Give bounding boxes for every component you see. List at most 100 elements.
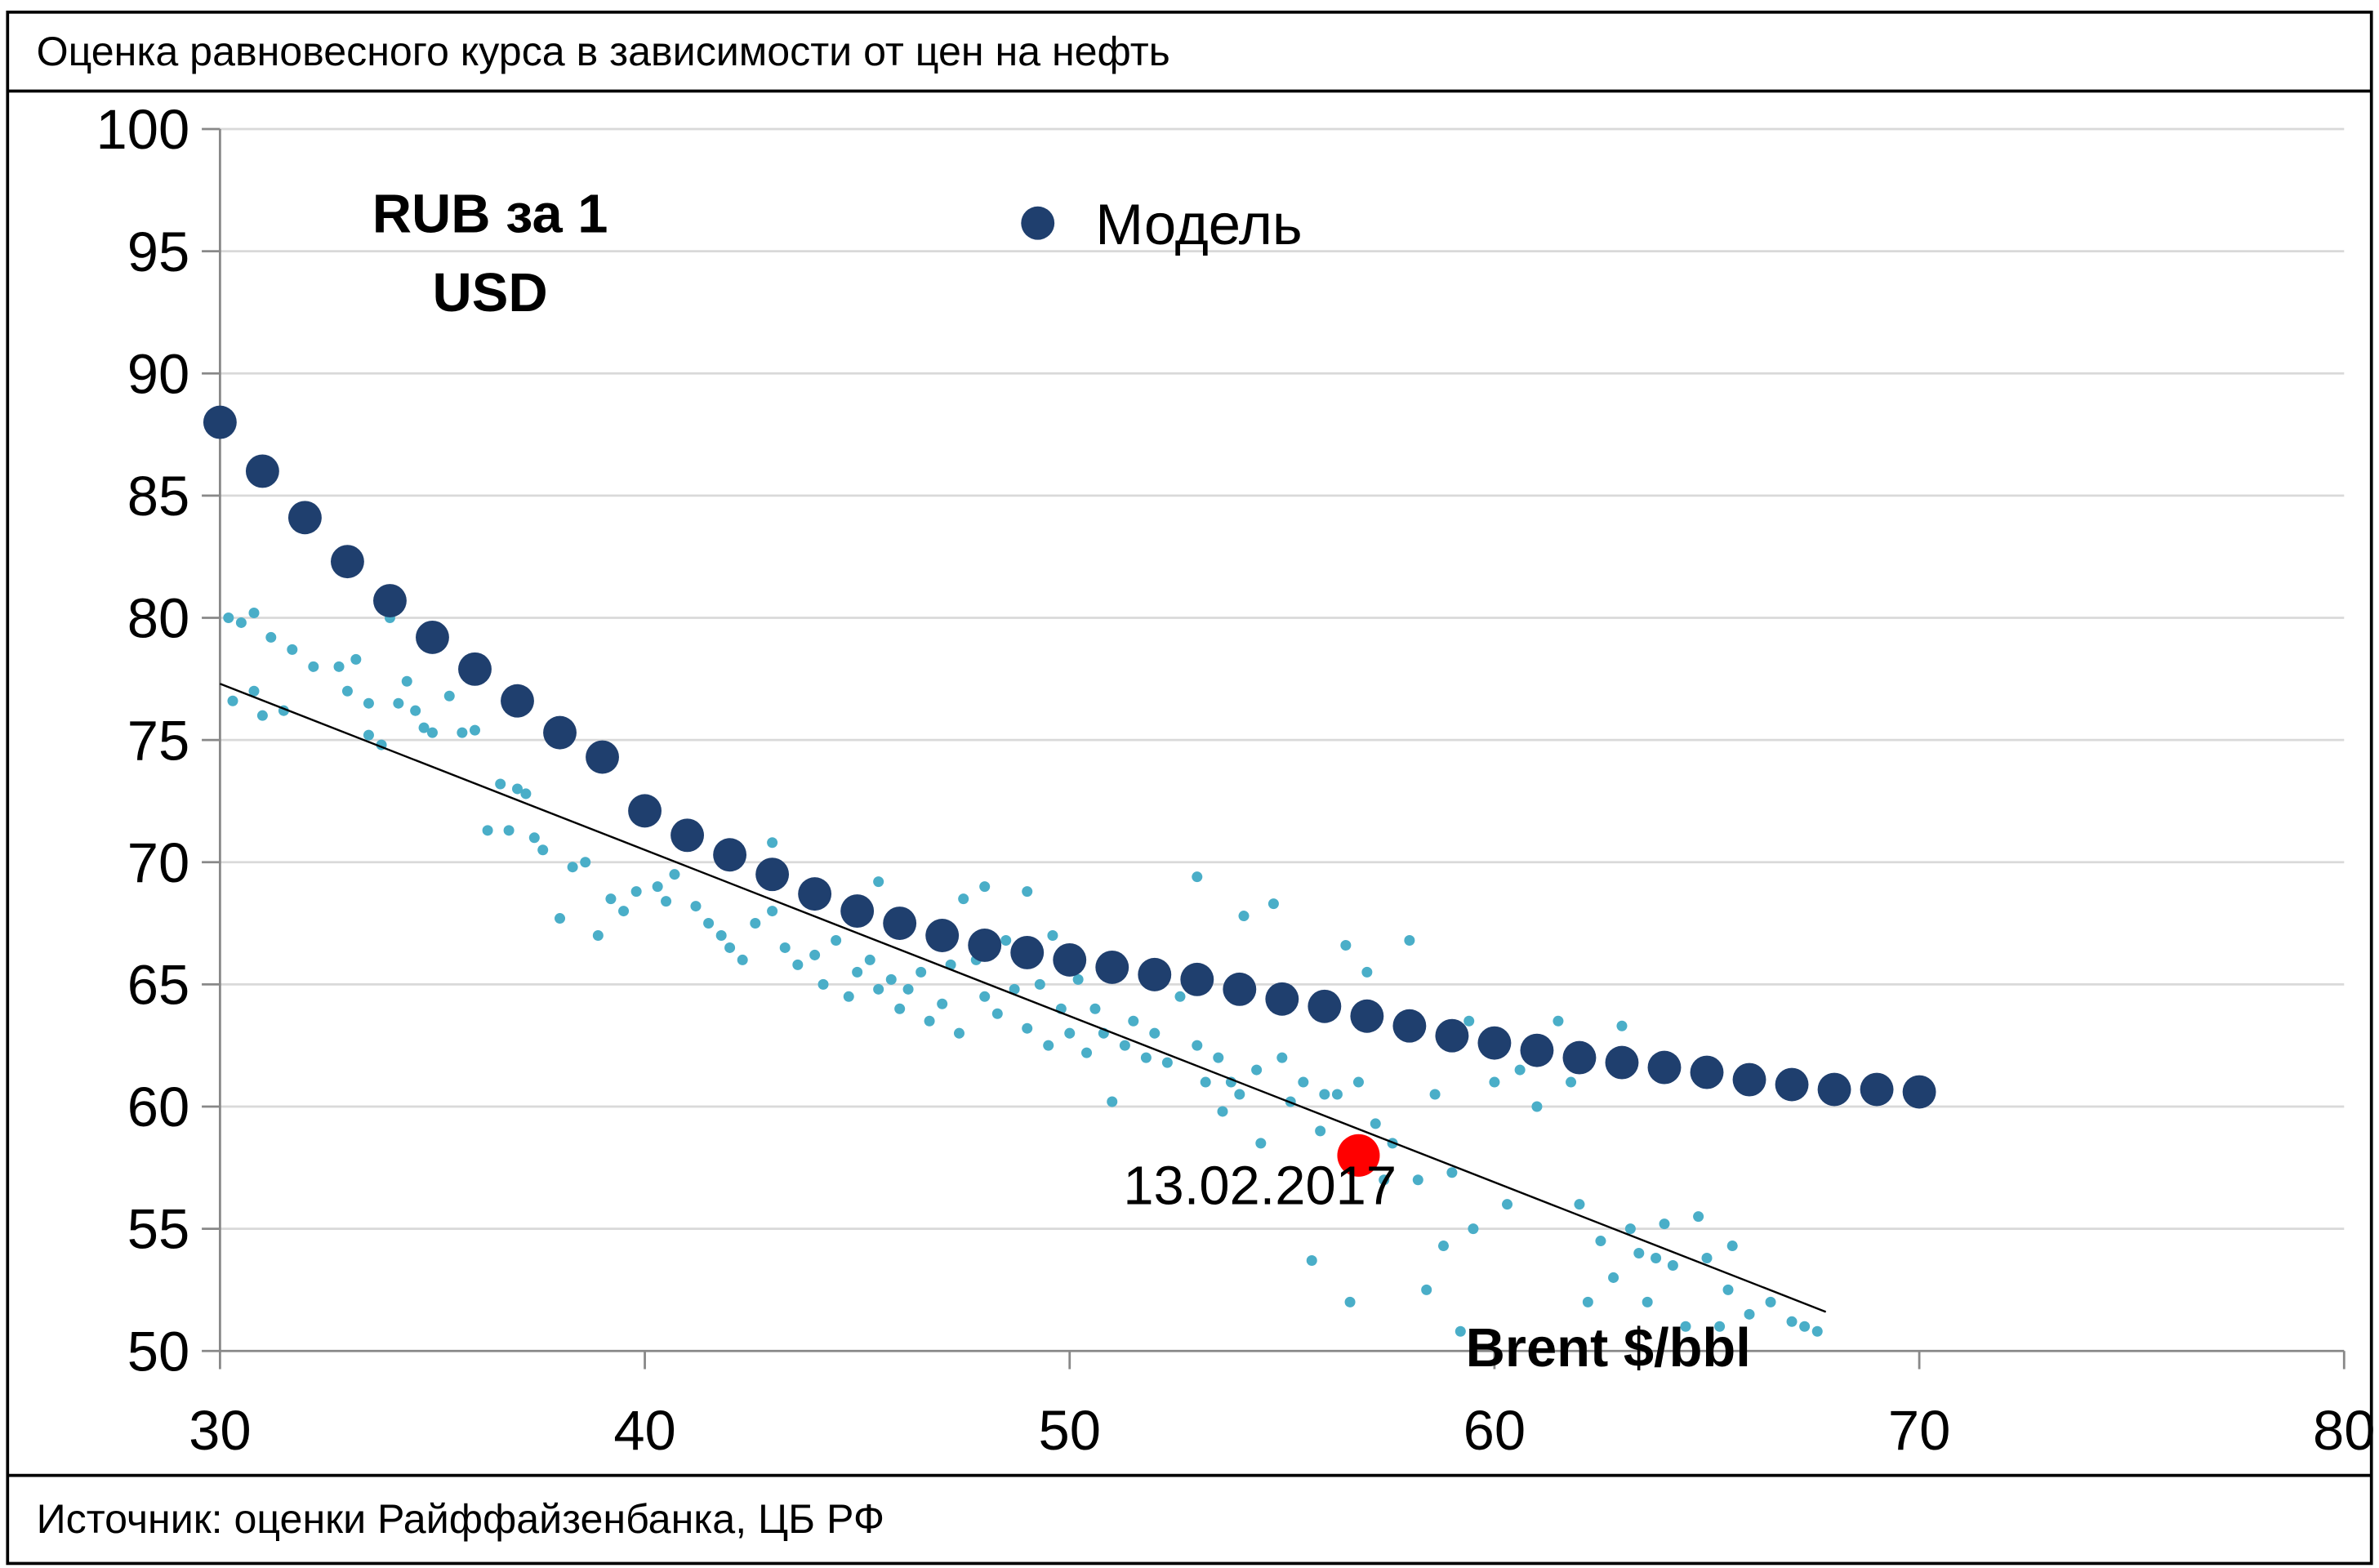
observed-point: [265, 631, 277, 643]
legend: Модель: [1021, 192, 1303, 256]
observed-point: [1574, 1199, 1585, 1210]
observed-point: [1200, 1076, 1211, 1088]
model-point: [1010, 935, 1045, 969]
observed-point: [1331, 1089, 1343, 1100]
observed-point: [1276, 1052, 1288, 1063]
observed-point: [248, 685, 260, 697]
observed-point: [567, 862, 578, 873]
observed-point: [248, 607, 260, 618]
legend-marker-model: [1021, 206, 1055, 240]
observed-point: [1217, 1106, 1228, 1117]
model-point: [1775, 1067, 1809, 1102]
observed-point: [979, 991, 991, 1002]
observed-point: [618, 906, 630, 917]
model-point: [1562, 1040, 1597, 1075]
observed-point: [426, 727, 438, 738]
model-point: [1477, 1026, 1512, 1060]
chart-title: Оценка равновесного курса в зависимости …: [37, 29, 1170, 74]
observed-point: [809, 949, 821, 960]
observed-point: [1811, 1325, 1823, 1337]
observed-point: [1161, 1057, 1173, 1068]
observed-point: [495, 778, 506, 790]
model-point: [1138, 957, 1172, 991]
model-point: [373, 584, 407, 617]
observed-point: [363, 697, 374, 709]
observed-point: [418, 722, 430, 733]
observed-point: [223, 612, 234, 623]
model-point: [968, 929, 1002, 962]
observed-point: [661, 896, 672, 907]
observed-point: [690, 901, 702, 912]
observed-point: [1379, 1174, 1390, 1186]
observed-point: [902, 983, 914, 995]
observed-point: [779, 942, 791, 953]
model-point: [330, 545, 364, 579]
model-point: [1180, 962, 1214, 996]
observed-point: [363, 729, 374, 741]
observed-point: [1722, 1284, 1734, 1295]
model-point: [287, 501, 322, 535]
observed-point: [1340, 939, 1352, 951]
observed-point: [333, 661, 345, 672]
observed-point: [1238, 911, 1250, 922]
observed-point: [1642, 1296, 1653, 1307]
observed-point: [1009, 983, 1020, 995]
observed-point: [1213, 1052, 1224, 1063]
observed-point: [1429, 1089, 1441, 1100]
model-point: [1520, 1033, 1554, 1067]
observed-point: [1531, 1101, 1543, 1112]
observed-point: [1659, 1218, 1670, 1230]
observed-point: [1502, 1199, 1513, 1210]
model-point: [755, 858, 790, 892]
observed-point: [401, 675, 412, 687]
observed-point: [1595, 1236, 1606, 1247]
observed-point: [1298, 1076, 1309, 1088]
y-tick-label: 75: [127, 709, 189, 772]
highlight-label: 13.02.2017: [1123, 1155, 1397, 1216]
observed-point: [669, 869, 680, 880]
observed-point: [503, 825, 515, 836]
y-tick-label: 100: [96, 98, 190, 161]
observed-point: [1446, 1167, 1458, 1178]
observed-point: [580, 857, 591, 868]
observed-point: [605, 893, 617, 905]
observed-point: [1047, 929, 1058, 941]
observed-point: [1616, 1020, 1628, 1031]
y-tick-label: 70: [127, 831, 189, 894]
observed-point: [1119, 1040, 1130, 1051]
observed-point: [818, 978, 829, 990]
observed-point: [1192, 871, 1203, 883]
x-tick-label: 50: [1039, 1399, 1101, 1462]
observed-point: [1651, 1252, 1662, 1264]
x-axis-title: Brent $/bbl: [1466, 1317, 1751, 1379]
model-point: [458, 652, 492, 686]
observed-point: [630, 886, 642, 898]
observed-point: [1437, 1241, 1449, 1252]
x-tick-label: 80: [2313, 1399, 2375, 1462]
model-point: [586, 740, 619, 774]
observed-point: [873, 983, 884, 995]
observed-point: [528, 832, 540, 844]
observed-point: [1489, 1076, 1500, 1088]
observed-point: [979, 881, 991, 893]
observed-point: [1744, 1308, 1755, 1320]
model-point: [1265, 982, 1299, 1016]
observed-point: [1566, 1076, 1577, 1088]
observed-point: [873, 876, 884, 888]
observed-point: [937, 998, 948, 1009]
observed-point: [1344, 1296, 1356, 1307]
model-point: [1350, 999, 1384, 1033]
model-point: [670, 818, 705, 853]
observed-point: [1251, 1064, 1263, 1076]
model-point: [883, 906, 917, 940]
model-point: [1605, 1045, 1639, 1080]
model-point: [1435, 1018, 1469, 1053]
observed-point: [864, 954, 875, 965]
model-point: [416, 620, 449, 654]
observed-point: [1089, 1003, 1101, 1014]
observed-point: [1352, 1076, 1364, 1088]
observed-point: [537, 844, 549, 856]
observed-point: [512, 783, 523, 795]
observed-point: [443, 690, 455, 702]
observed-point: [1468, 1223, 1479, 1235]
